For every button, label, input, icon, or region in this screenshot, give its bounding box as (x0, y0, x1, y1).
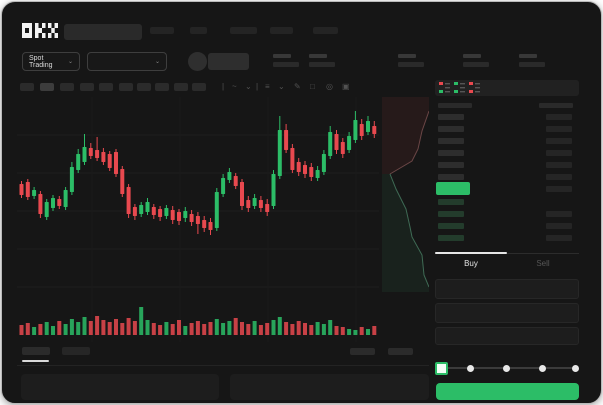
ticker-stat-volume (519, 54, 545, 67)
ticker-stat-high (398, 54, 424, 67)
bottom-panel-right (230, 374, 429, 400)
book-view-bids-icon[interactable] (454, 82, 465, 93)
timeframe-button-9[interactable] (174, 83, 188, 91)
total-input[interactable] (435, 327, 579, 345)
tab-sell[interactable]: Sell (536, 259, 550, 268)
pair-selector-dropdown[interactable]: ⌄ (87, 52, 167, 71)
slider-stop-50[interactable] (503, 365, 510, 372)
ticker-stat-change (309, 54, 335, 67)
slider-stop-100[interactable] (572, 365, 579, 372)
timeframe-button-7[interactable] (137, 83, 151, 91)
settings-icon[interactable]: ◎ (326, 82, 333, 91)
nav-item-4[interactable] (270, 27, 293, 34)
market-type-label: Spot Trading (29, 54, 53, 69)
bottom-tab-orders[interactable] (22, 347, 50, 355)
draw-tool-icon[interactable]: ✎ (294, 82, 301, 91)
ask-row[interactable] (435, 150, 579, 156)
book-view-asks-icon[interactable] (469, 82, 480, 93)
slider-stop-75[interactable] (539, 365, 546, 372)
tabs-divider (435, 253, 579, 254)
nav-item-1[interactable] (150, 27, 174, 34)
chevron-down-icon[interactable]: ⌄ (278, 82, 285, 91)
chevron-down-icon: ⌄ (154, 59, 160, 65)
timeframe-button-1[interactable] (20, 83, 34, 91)
orderbook-amount-header (539, 103, 573, 108)
orderbook-price-header (438, 103, 472, 108)
timeframe-button-4[interactable] (80, 83, 94, 91)
ask-row[interactable] (435, 162, 579, 168)
pair-name-placeholder (208, 53, 249, 70)
nav-item-5[interactable] (313, 27, 338, 34)
okx-logo[interactable] (22, 23, 58, 38)
bottom-tab-history[interactable] (62, 347, 90, 355)
depth-chart (382, 97, 430, 292)
depth-asks-line (389, 110, 430, 175)
bid-row[interactable] (435, 199, 579, 205)
ask-row[interactable] (435, 126, 579, 132)
tab-buy[interactable]: Buy (464, 259, 478, 268)
orderbook-asks (435, 114, 579, 186)
camera-icon[interactable]: □ (310, 82, 315, 91)
orderbook-bids (435, 199, 579, 247)
amount-input[interactable] (435, 303, 579, 323)
depth-bids-area (382, 174, 429, 292)
last-price-bar[interactable] (436, 182, 470, 195)
ask-row[interactable] (435, 138, 579, 144)
slider-stop-25[interactable] (467, 365, 474, 372)
bottom-tab-underline (22, 360, 49, 362)
orderbook-toolbar (435, 80, 579, 96)
bottom-link-2[interactable] (388, 348, 413, 355)
buy-tab-underline (435, 252, 507, 254)
toolbar-divider: | (222, 82, 225, 91)
search-input[interactable] (64, 24, 142, 40)
timeframe-button-2-active[interactable] (40, 83, 54, 91)
orderbook-amount-bar (546, 186, 572, 192)
nav-item-2[interactable] (190, 27, 207, 34)
chart-type-icon[interactable]: ≡ (265, 82, 270, 91)
ask-row[interactable] (435, 114, 579, 120)
ask-row[interactable] (435, 174, 579, 180)
ticker-stat-price (273, 54, 299, 67)
bid-row[interactable] (435, 211, 579, 217)
depth-asks-area (382, 97, 429, 174)
bid-row[interactable] (435, 223, 579, 229)
timeframe-button-10[interactable] (192, 83, 206, 91)
depth-bids-line (389, 173, 430, 288)
timeframe-button-8[interactable] (155, 83, 169, 91)
bottom-link-1[interactable] (350, 348, 375, 355)
fullscreen-icon[interactable]: ▣ (342, 82, 350, 91)
chevron-down-icon: ⌄ (67, 59, 73, 65)
indicator-icon[interactable]: ~ (232, 82, 237, 91)
bottom-panel-left (21, 374, 219, 400)
bid-row[interactable] (435, 235, 579, 241)
market-type-dropdown[interactable]: Spot Trading ⌄ (22, 52, 80, 71)
price-input[interactable] (435, 279, 579, 299)
bottom-divider (17, 365, 429, 366)
chevron-down-icon[interactable]: ⌄ (245, 82, 252, 91)
timeframe-button-3[interactable] (60, 83, 74, 91)
buy-submit-button[interactable] (436, 383, 579, 400)
pair-coin-icon (188, 52, 207, 71)
slider-handle-0[interactable] (435, 362, 448, 375)
toolbar-divider: | (256, 82, 259, 91)
nav-item-3[interactable] (230, 27, 257, 34)
ticker-stat-low (463, 54, 489, 67)
timeframe-button-6[interactable] (119, 83, 133, 91)
book-view-both-icon[interactable] (439, 82, 450, 93)
candlestick-chart[interactable] (17, 97, 379, 342)
timeframe-button-5[interactable] (99, 83, 113, 91)
